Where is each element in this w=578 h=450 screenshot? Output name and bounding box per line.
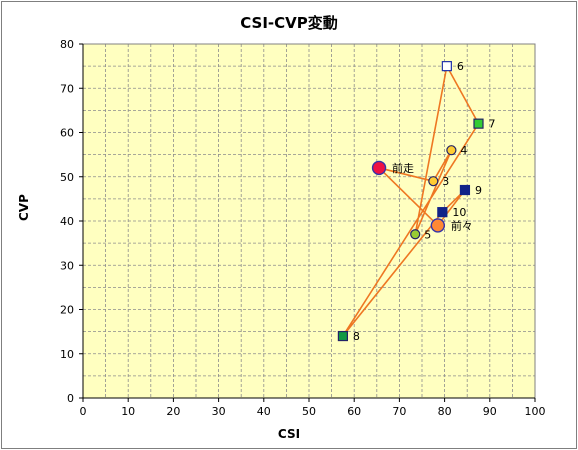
point-label: 前々 xyxy=(451,218,473,232)
y-tick-label: 80 xyxy=(60,38,74,51)
point-marker xyxy=(410,229,421,240)
y-tick-label: 20 xyxy=(60,304,74,317)
y-tick-label: 50 xyxy=(60,171,74,184)
x-tick-label: 90 xyxy=(483,405,497,418)
point-label: 9 xyxy=(475,184,482,197)
x-tick-label: 60 xyxy=(347,405,361,418)
point-label: 前走 xyxy=(392,161,414,175)
y-tick-label: 40 xyxy=(60,215,74,228)
point-label: 3 xyxy=(442,175,449,188)
chart-title: CSI-CVP変動 xyxy=(240,14,338,32)
y-tick-label: 60 xyxy=(60,127,74,140)
y-tick-label: 10 xyxy=(60,348,74,361)
y-tick-label: 30 xyxy=(60,259,74,272)
x-tick-label: 100 xyxy=(525,405,546,418)
x-tick-label: 70 xyxy=(392,405,406,418)
x-tick-label: 30 xyxy=(212,405,226,418)
point-marker xyxy=(446,145,457,156)
point-marker xyxy=(473,118,484,129)
x-tick-label: 0 xyxy=(80,405,87,418)
x-tick-label: 80 xyxy=(438,405,452,418)
point-label: 8 xyxy=(353,330,360,343)
y-tick-label: 0 xyxy=(67,392,74,405)
point-marker xyxy=(371,160,387,176)
point-marker xyxy=(430,218,446,233)
y-tick-label: 70 xyxy=(60,82,74,95)
point-label: 6 xyxy=(457,60,464,73)
x-axis-label: CSI xyxy=(277,427,301,441)
x-tick-label: 20 xyxy=(166,405,180,418)
x-tick-label: 10 xyxy=(121,405,135,418)
point-marker xyxy=(459,184,471,196)
point-marker xyxy=(437,207,448,218)
x-tick-label: 50 xyxy=(302,405,316,418)
point-label: 4 xyxy=(460,144,467,157)
x-tick-label: 40 xyxy=(257,405,271,418)
point-label: 10 xyxy=(452,206,466,219)
point-marker xyxy=(441,61,452,72)
point-label: 5 xyxy=(424,228,431,241)
point-marker xyxy=(428,176,439,187)
point-label: 7 xyxy=(489,118,496,131)
point-marker xyxy=(337,330,348,342)
